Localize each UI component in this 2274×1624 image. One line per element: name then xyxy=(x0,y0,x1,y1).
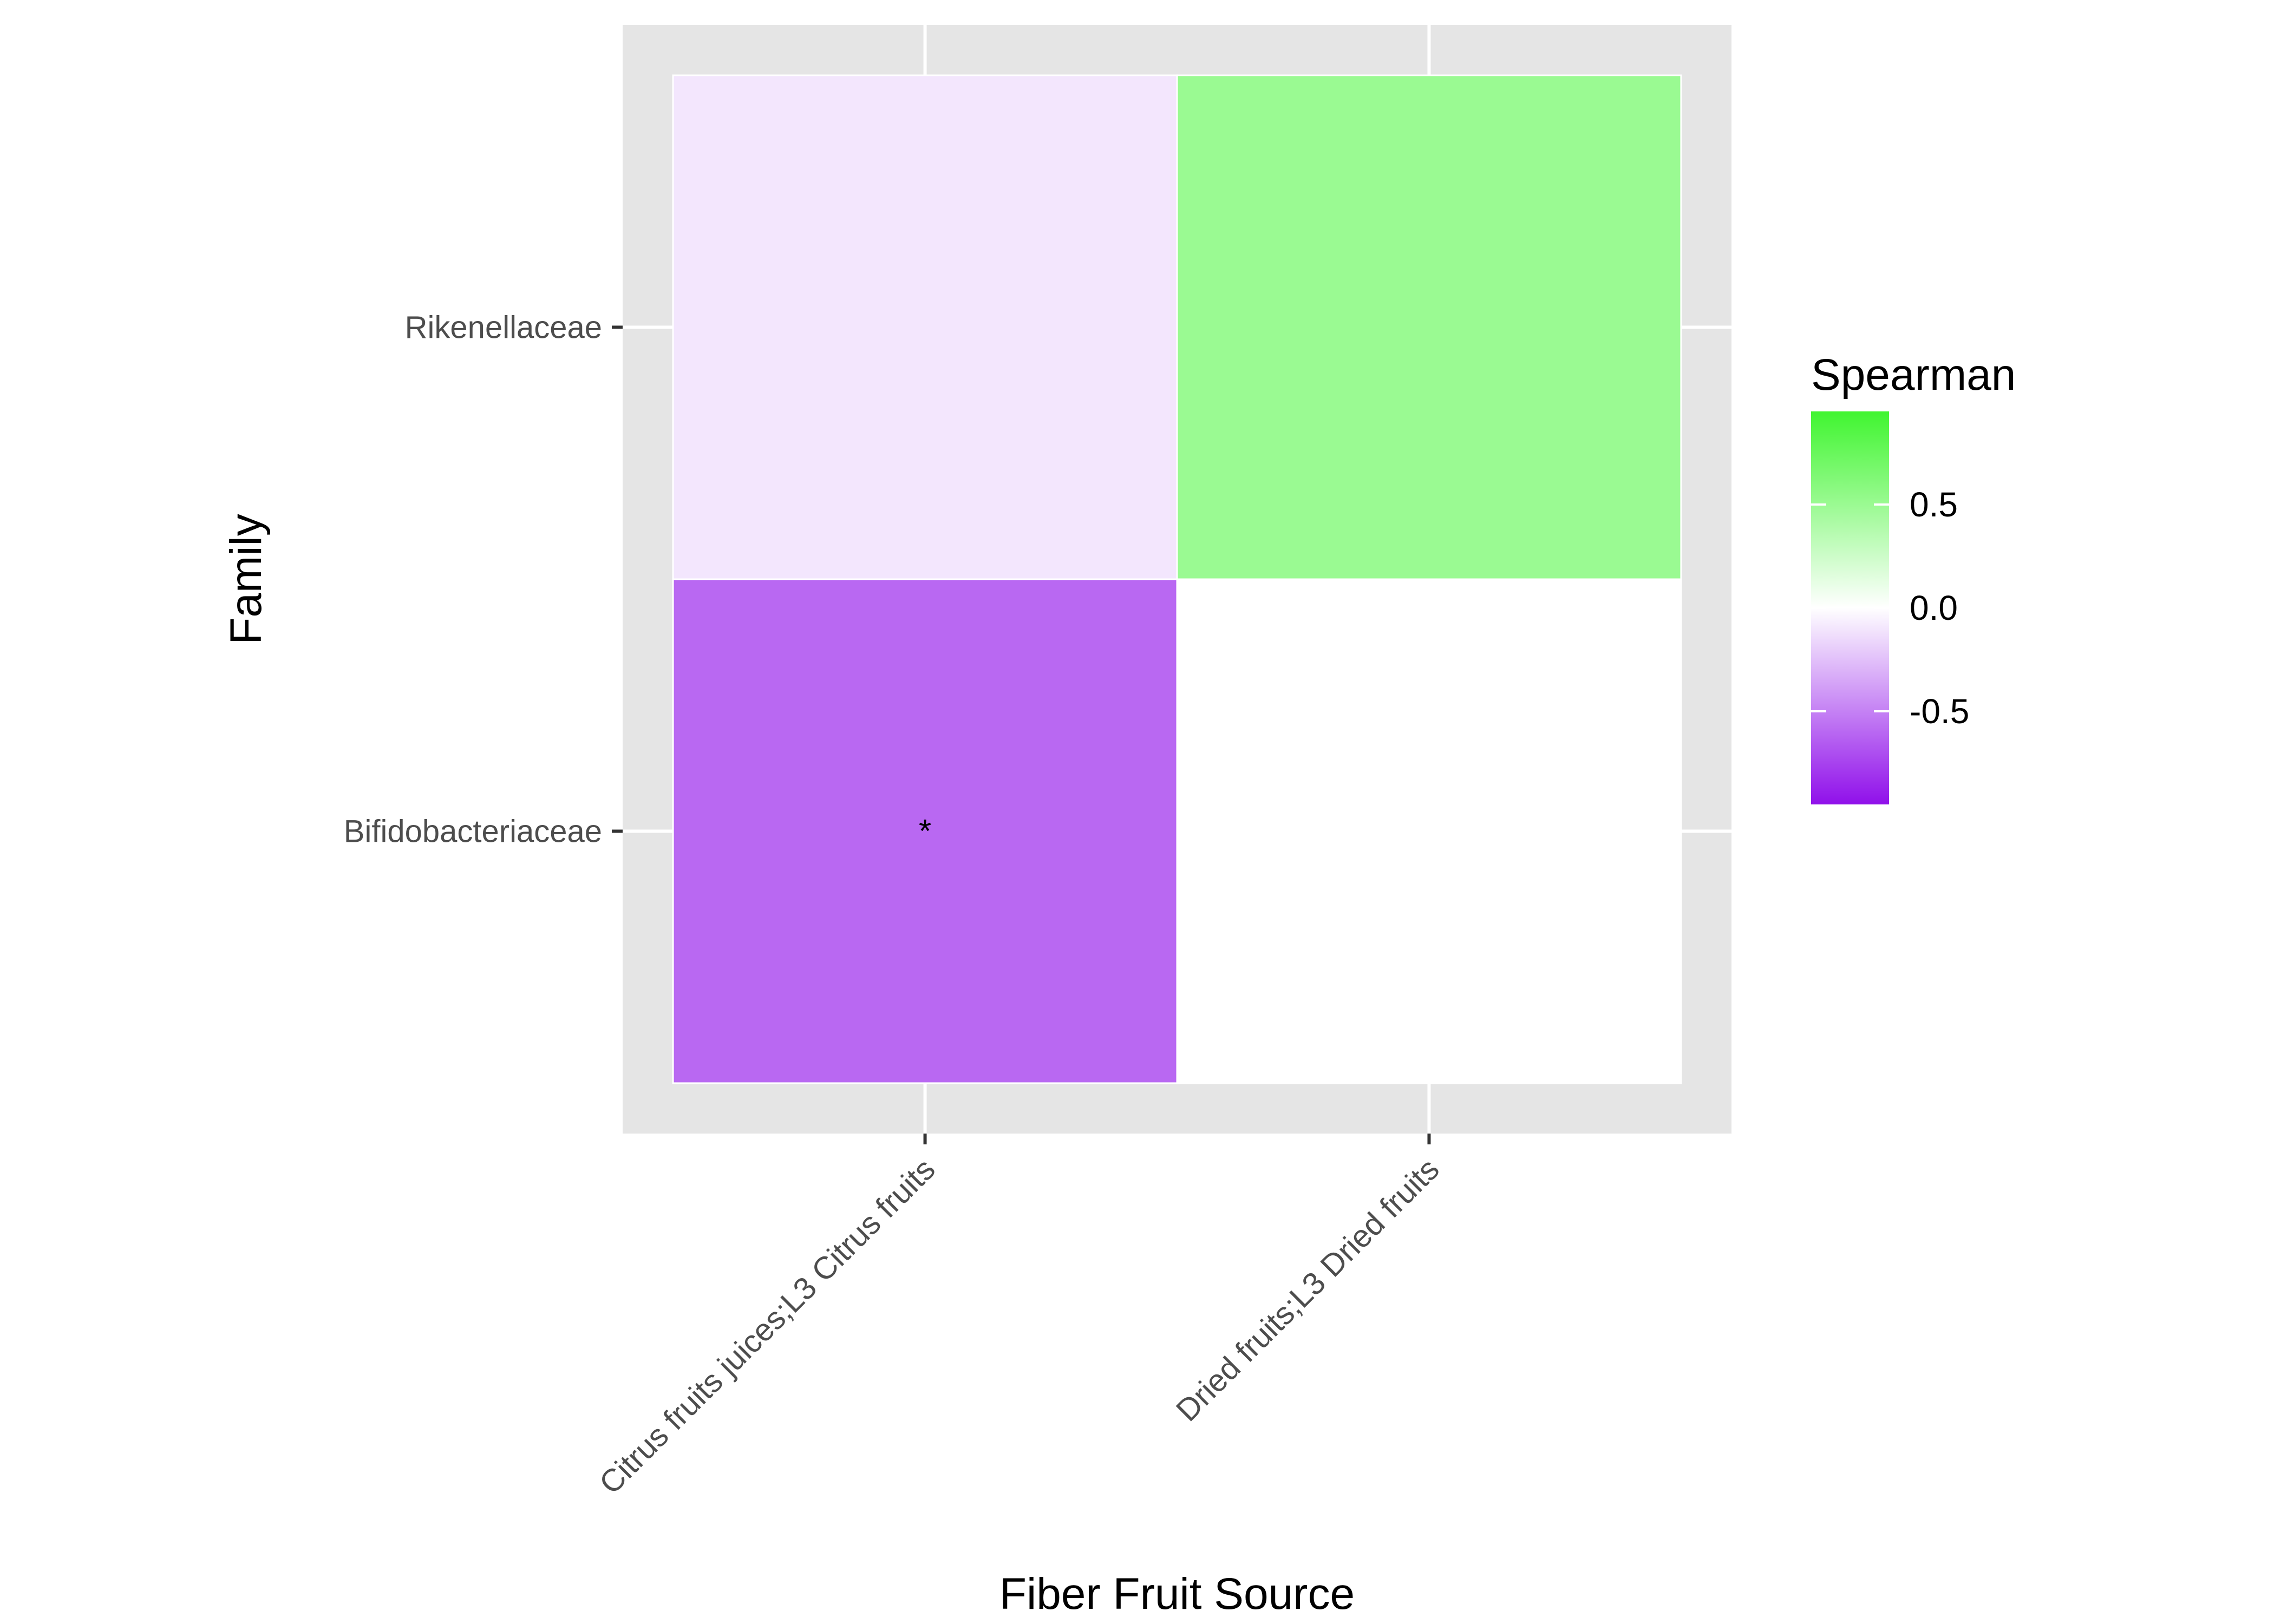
y-axis-title: Family xyxy=(221,514,271,644)
heatmap-cell xyxy=(672,578,1178,1084)
cell-annotations: * xyxy=(919,813,931,849)
heatmap-cell xyxy=(672,74,1178,580)
legend-tick-label: 0.5 xyxy=(1910,485,1958,524)
y-tick-label: Rikenellaceae xyxy=(405,310,602,345)
legend-tick-label: -0.5 xyxy=(1910,692,1969,731)
y-tick-label: Bifidobacteriaceae xyxy=(344,814,602,849)
legend-tick-label: 0.0 xyxy=(1910,588,1958,627)
legend-title: Spearman xyxy=(1811,350,2016,400)
x-tick-label: Dried fruits;L3 Dried fruits xyxy=(1169,1151,1446,1428)
legend: Spearman 0.5 0.0 -0.5 xyxy=(1811,350,2016,804)
heatmap-cell xyxy=(1176,578,1682,1084)
significance-marker: * xyxy=(919,813,931,849)
x-axis-title: Fiber Fruit Source xyxy=(999,1569,1355,1619)
y-axis: Rikenellaceae Bifidobacteriaceae xyxy=(344,310,623,849)
heatmap-cells xyxy=(672,74,1682,1084)
x-axis: Citrus fruits juices;L3 Citrus fruits Dri… xyxy=(592,1134,1446,1501)
x-tick-label: Citrus fruits juices;L3 Citrus fruits xyxy=(592,1151,942,1501)
heatmap-cell xyxy=(1176,74,1682,580)
